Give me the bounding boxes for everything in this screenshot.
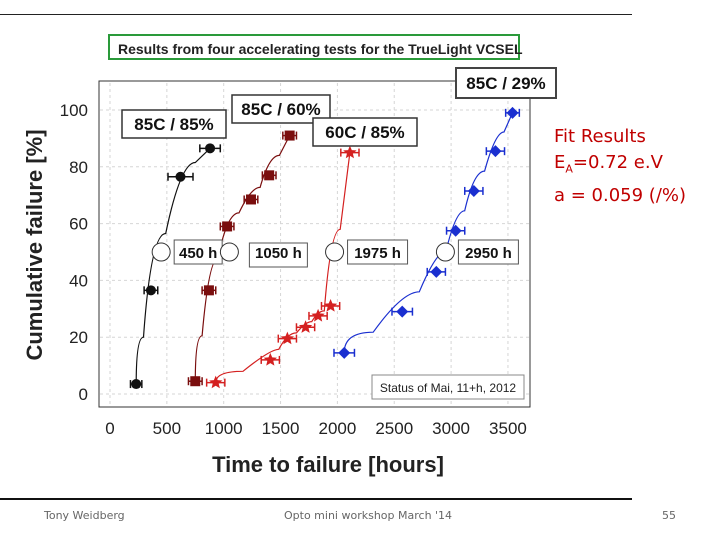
fit-ea-symbol: E (554, 152, 566, 173)
fit-curve (215, 152, 351, 383)
x-tick-label: 0 (105, 419, 114, 438)
fit-ea-value: =0.72 e.V (572, 152, 663, 173)
x-tick-label: 3500 (489, 419, 527, 438)
status-note: Status of Mai, 11+h, 2012 (380, 381, 517, 395)
data-point (396, 305, 409, 318)
data-point (263, 352, 277, 366)
median-label: 2950 h (465, 245, 512, 262)
data-point (284, 130, 295, 141)
data-point (467, 184, 480, 197)
data-point (280, 331, 294, 345)
data-point (131, 379, 142, 390)
y-tick-label: 80 (69, 158, 88, 177)
y-tick-label: 0 (79, 385, 88, 404)
top-rule (0, 14, 632, 15)
slide-title: Results from four accelerating tests for… (108, 34, 523, 60)
x-tick-label: 3000 (432, 419, 470, 438)
y-axis-label: Cumulative failure [%] (22, 129, 47, 360)
data-point (506, 106, 519, 119)
axis-ticks: 0 500 1000 1500 2000 2500 3000 3500 0 20 40 60 80 100 (60, 101, 527, 438)
y-tick-label: 60 (69, 215, 88, 234)
median-label-box (173, 239, 223, 265)
footer-event: Opto mini workshop March '14 (284, 509, 453, 522)
y-tick-label: 100 (60, 101, 88, 120)
median-label: 450 h (179, 245, 217, 262)
series-label: 85C / 29% (466, 74, 545, 93)
data-point (264, 170, 275, 181)
data-marks (129, 106, 521, 390)
fit-ea: EA=0.72 e.V (554, 150, 686, 183)
bottom-rule (0, 498, 632, 500)
data-point (323, 299, 338, 312)
series-label-box (312, 117, 418, 147)
series-label-box (231, 94, 331, 124)
failure-chart: 0 500 1000 1500 2000 2500 3000 3500 0 20 40 60 80 100… (22, 67, 557, 477)
data-point (222, 221, 233, 232)
median-label-box (248, 242, 308, 268)
series-label: 60C / 85% (325, 123, 404, 142)
series-labels: 85C / 85% 85C / 60% 60C / 85% 85C / 29% (121, 67, 557, 147)
data-point (489, 145, 502, 158)
data-point (449, 224, 462, 237)
median-markers: 450 h 1050 h 1975 h 2950 h (151, 239, 519, 268)
median-circle (151, 242, 171, 262)
x-tick-label: 1500 (262, 419, 300, 438)
data-point (245, 194, 256, 205)
x-tick-label: 2500 (375, 419, 413, 438)
data-point (430, 265, 443, 278)
median-circle (219, 242, 239, 262)
data-point (175, 171, 186, 182)
data-point (203, 285, 214, 296)
series-label-box (121, 109, 227, 139)
series-label: 85C / 85% (134, 115, 213, 134)
x-axis-label: Time to failure [hours] (212, 452, 444, 477)
fit-results: Fit Results EA=0.72 e.V a = 0.059 (/%) (554, 124, 686, 209)
fit-ea-subscript: A (565, 162, 573, 176)
status-note-box: Status of Mai, 11+h, 2012 (371, 374, 525, 400)
fit-heading: Fit Results (554, 126, 646, 147)
median-circle (435, 242, 455, 262)
footer-author: Tony Weidberg (44, 509, 125, 522)
fit-a: a = 0.059 (/%) (554, 184, 687, 206)
median-label: 1975 h (354, 245, 401, 262)
y-tick-label: 40 (69, 271, 88, 290)
data-point (145, 285, 156, 296)
data-point (343, 145, 357, 159)
page-number: 55 (662, 509, 676, 522)
y-tick-label: 20 (69, 328, 88, 347)
data-point (205, 143, 216, 154)
data-point (311, 308, 325, 322)
median-label-box (347, 239, 409, 265)
series-label-box (455, 67, 557, 99)
median-label-box (457, 239, 519, 265)
data-point (338, 346, 351, 359)
data-point (298, 320, 313, 333)
median-label: 1050 h (255, 245, 302, 262)
x-tick-label: 2000 (318, 419, 356, 438)
x-tick-label: 500 (153, 419, 181, 438)
data-point (209, 375, 223, 389)
median-circle (325, 242, 345, 262)
data-point (190, 376, 201, 387)
series-label: 85C / 60% (241, 100, 320, 119)
x-tick-label: 1000 (205, 419, 243, 438)
